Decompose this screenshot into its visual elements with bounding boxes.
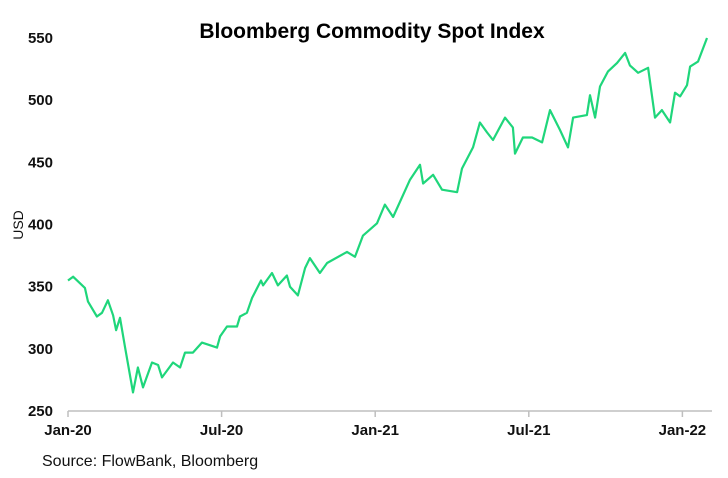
y-tick-label: 500: [28, 92, 53, 109]
series-line: [67, 37, 709, 394]
y-axis-label: USD: [10, 210, 26, 240]
x-tick-label: Jan-21: [351, 422, 399, 439]
y-tick-label: 550: [28, 30, 53, 47]
chart-title: Bloomberg Commodity Spot Index: [199, 20, 545, 43]
y-tick-label: 300: [28, 341, 53, 358]
x-tick-label: Jan-20: [44, 422, 92, 439]
y-tick-label: 350: [28, 279, 53, 296]
x-tick-label: Jul-21: [507, 422, 550, 439]
x-tick-label: Jan-22: [659, 422, 707, 439]
source-note: Source: FlowBank, Bloomberg: [42, 453, 258, 470]
y-tick-label: 250: [28, 403, 53, 420]
y-tick-label: 400: [28, 217, 53, 234]
y-tick-label: 450: [28, 154, 53, 171]
x-tick-label: Jul-20: [200, 422, 243, 439]
